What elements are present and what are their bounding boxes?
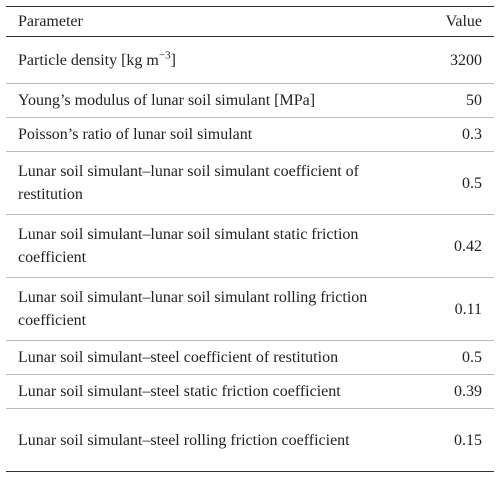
superscript: −3 (158, 49, 171, 62)
parameter-cell: Particle density [kg m−3] (6, 36, 401, 84)
value-cell: 0.3 (400, 117, 494, 152)
header-cell: Parameter (6, 6, 401, 37)
parameter-cell: Lunar soil simulant–steel coefficient of… (6, 340, 401, 375)
parameter-cell: Young’s modulus of lunar soil simulant [… (6, 83, 401, 118)
value-cell: 0.15 (400, 408, 494, 472)
parameter-text: Particle density [kg m (18, 51, 159, 69)
parameter-text: ] (170, 51, 176, 69)
value-cell: 0.42 (400, 214, 494, 278)
header-cell: Value (400, 6, 494, 37)
table-row: Lunar soil simulant–steel coefficient of… (6, 340, 494, 375)
table-row: Particle density [kg m−3] 3200 (6, 36, 494, 84)
table-row: Lunar soil simulant–steel static frictio… (6, 374, 494, 409)
value-cell: 3200 (400, 36, 494, 84)
table-row: Young’s modulus of lunar soil simulant [… (6, 83, 494, 118)
table-row: Lunar soil simulant–lunar soil simulant … (6, 214, 494, 278)
table-row: Poisson’s ratio of lunar soil simulant 0.… (6, 117, 494, 152)
parameter-table: Parameter Value Particle density [kg m−3… (6, 6, 494, 472)
value-cell: 0.5 (400, 151, 494, 215)
value-cell: 0.39 (400, 374, 494, 409)
table-row: Lunar soil simulant–lunar soil simulant … (6, 277, 494, 341)
parameter-cell: Lunar soil simulant–lunar soil simulant … (6, 214, 401, 278)
table-row: Lunar soil simulant–lunar soil simulant … (6, 151, 494, 215)
parameter-cell: Lunar soil simulant–lunar soil simulant … (6, 151, 401, 215)
parameter-cell: Lunar soil simulant–steel rolling fricti… (6, 408, 401, 472)
parameter-cell: Lunar soil simulant–lunar soil simulant … (6, 277, 401, 341)
parameter-cell: Poisson’s ratio of lunar soil simulant (6, 117, 401, 152)
value-cell: 0.11 (400, 277, 494, 341)
value-cell: 50 (400, 83, 494, 118)
value-cell: 0.5 (400, 340, 494, 375)
parameter-cell: Lunar soil simulant–steel static frictio… (6, 374, 401, 409)
header-row: Parameter Value (6, 6, 494, 37)
table-row: Lunar soil simulant–steel rolling fricti… (6, 408, 494, 472)
